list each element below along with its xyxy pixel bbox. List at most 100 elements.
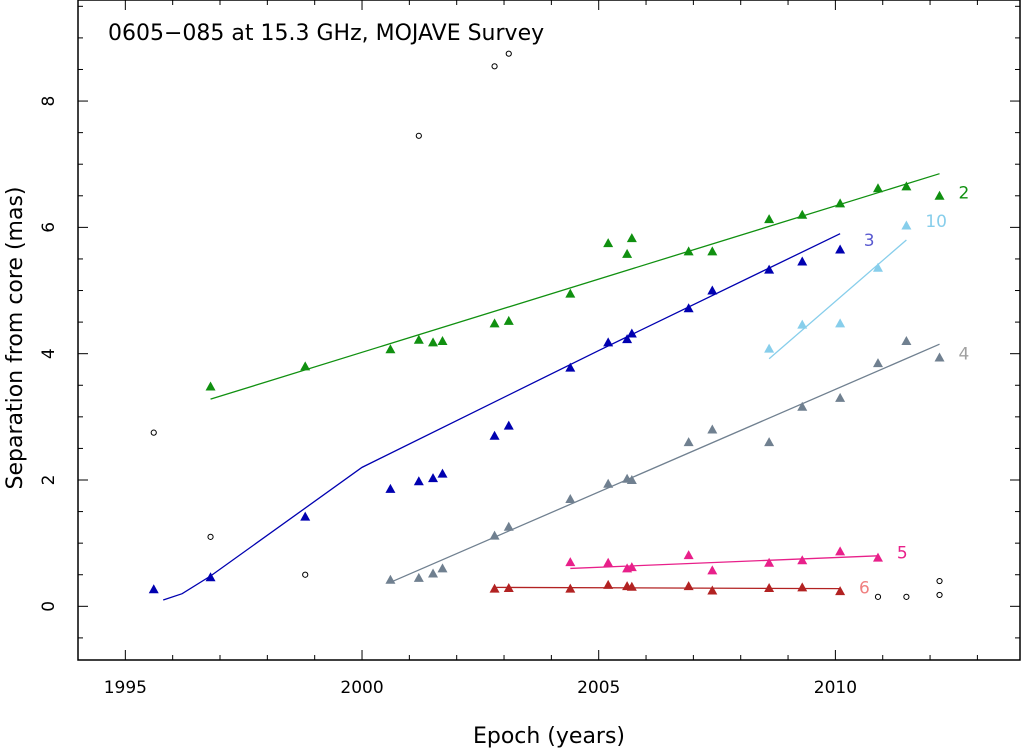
point-component-2 bbox=[385, 344, 396, 354]
point-component-4 bbox=[437, 563, 448, 573]
point-component-6 bbox=[707, 585, 718, 595]
point-component-4 bbox=[385, 574, 396, 584]
fit-lines bbox=[163, 173, 940, 601]
point-component-6 bbox=[503, 583, 514, 592]
point-component-6 bbox=[683, 581, 694, 591]
point-component-10 bbox=[797, 319, 808, 329]
point-component-5 bbox=[707, 565, 718, 575]
y-axis-label: Separation from core (mas) bbox=[3, 187, 28, 490]
point-component-6 bbox=[764, 583, 775, 592]
point-component-5 bbox=[872, 552, 883, 562]
point-unassociated bbox=[415, 132, 422, 139]
x-tick-label: 2010 bbox=[814, 678, 857, 698]
point-component-10 bbox=[901, 220, 912, 230]
series-labels: 2 3 10 4 5 6 bbox=[859, 184, 969, 599]
chart-title: 0605−085 at 15.3 GHz, MOJAVE Survey bbox=[108, 21, 544, 46]
point-component-4 bbox=[901, 336, 912, 346]
point-unassociated bbox=[491, 63, 498, 70]
point-component-2 bbox=[437, 336, 448, 346]
point-component-5 bbox=[603, 557, 614, 567]
point-component-2 bbox=[413, 334, 424, 344]
point-component-3 bbox=[489, 430, 500, 440]
y-tick-label: 0 bbox=[39, 601, 59, 612]
point-component-6 bbox=[835, 586, 846, 596]
point-unassociated bbox=[936, 591, 943, 599]
fit-line-5 bbox=[570, 555, 879, 570]
point-component-6 bbox=[565, 583, 576, 593]
y-tick-label: 2 bbox=[39, 475, 59, 486]
series-label-4: 4 bbox=[958, 345, 969, 365]
point-component-4 bbox=[707, 424, 718, 434]
point-component-3 bbox=[428, 473, 439, 483]
point-component-2 bbox=[707, 246, 718, 256]
point-component-4 bbox=[428, 568, 439, 578]
point-unassociated bbox=[207, 533, 214, 540]
point-component-3 bbox=[626, 328, 637, 338]
point-component-4 bbox=[413, 572, 424, 582]
point-component-4 bbox=[835, 392, 846, 402]
y-tick-label: 6 bbox=[39, 222, 59, 233]
point-component-2 bbox=[626, 233, 637, 243]
point-component-2 bbox=[428, 337, 439, 347]
data-points bbox=[148, 50, 945, 600]
point-component-3 bbox=[707, 285, 718, 295]
point-component-2 bbox=[622, 248, 633, 258]
point-component-3 bbox=[565, 362, 576, 372]
point-component-6 bbox=[797, 582, 808, 592]
series-label-2: 2 bbox=[958, 184, 969, 204]
point-component-2 bbox=[835, 198, 846, 208]
point-component-2 bbox=[205, 381, 216, 391]
point-component-3 bbox=[835, 244, 846, 254]
point-component-3 bbox=[503, 420, 514, 430]
point-component-2 bbox=[503, 315, 514, 325]
point-component-10 bbox=[764, 343, 775, 353]
y-tick-label: 8 bbox=[39, 96, 59, 107]
point-unassociated bbox=[874, 593, 882, 600]
point-component-3 bbox=[797, 256, 808, 266]
point-component-3 bbox=[413, 476, 424, 486]
series-label-6: 6 bbox=[859, 578, 870, 598]
point-component-4 bbox=[683, 437, 694, 447]
fit-line-10 bbox=[768, 239, 907, 360]
point-component-3 bbox=[437, 468, 448, 478]
point-component-3 bbox=[603, 337, 614, 347]
fit-line-4 bbox=[390, 343, 940, 583]
point-component-6 bbox=[626, 581, 637, 591]
point-component-4 bbox=[872, 358, 883, 368]
point-component-5 bbox=[565, 557, 576, 567]
point-unassociated bbox=[150, 429, 157, 436]
point-component-3 bbox=[385, 483, 396, 493]
fit-line-2 bbox=[210, 173, 940, 400]
point-component-5 bbox=[797, 555, 808, 565]
point-component-2 bbox=[489, 318, 500, 328]
y-tick-label: 4 bbox=[39, 348, 59, 359]
series-label-5: 5 bbox=[897, 544, 908, 564]
point-unassociated bbox=[903, 593, 910, 600]
point-component-5 bbox=[835, 546, 846, 556]
series-label-3: 3 bbox=[864, 231, 875, 251]
point-unassociated bbox=[302, 571, 309, 578]
point-component-6 bbox=[489, 583, 500, 593]
point-component-4 bbox=[565, 493, 576, 503]
fit-line-6 bbox=[494, 586, 841, 590]
point-component-5 bbox=[764, 557, 775, 567]
point-component-3 bbox=[683, 303, 694, 313]
axis-ticks: 1995 2000 2005 2010 0 2 4 6 8 bbox=[39, 0, 1020, 698]
point-component-2 bbox=[901, 181, 912, 191]
point-component-10 bbox=[872, 262, 883, 272]
point-component-2 bbox=[683, 246, 694, 256]
point-component-2 bbox=[764, 214, 775, 224]
point-component-4 bbox=[626, 475, 637, 484]
point-component-5 bbox=[683, 550, 694, 560]
series-label-10: 10 bbox=[925, 212, 947, 232]
fit-line-3 bbox=[163, 233, 841, 601]
point-component-2 bbox=[565, 288, 576, 298]
point-component-3 bbox=[764, 264, 775, 274]
point-component-4 bbox=[797, 401, 808, 411]
point-component-3 bbox=[205, 572, 216, 582]
point-component-2 bbox=[300, 361, 311, 371]
point-component-2 bbox=[872, 183, 883, 193]
point-component-2 bbox=[603, 238, 614, 248]
point-component-4 bbox=[489, 530, 500, 540]
